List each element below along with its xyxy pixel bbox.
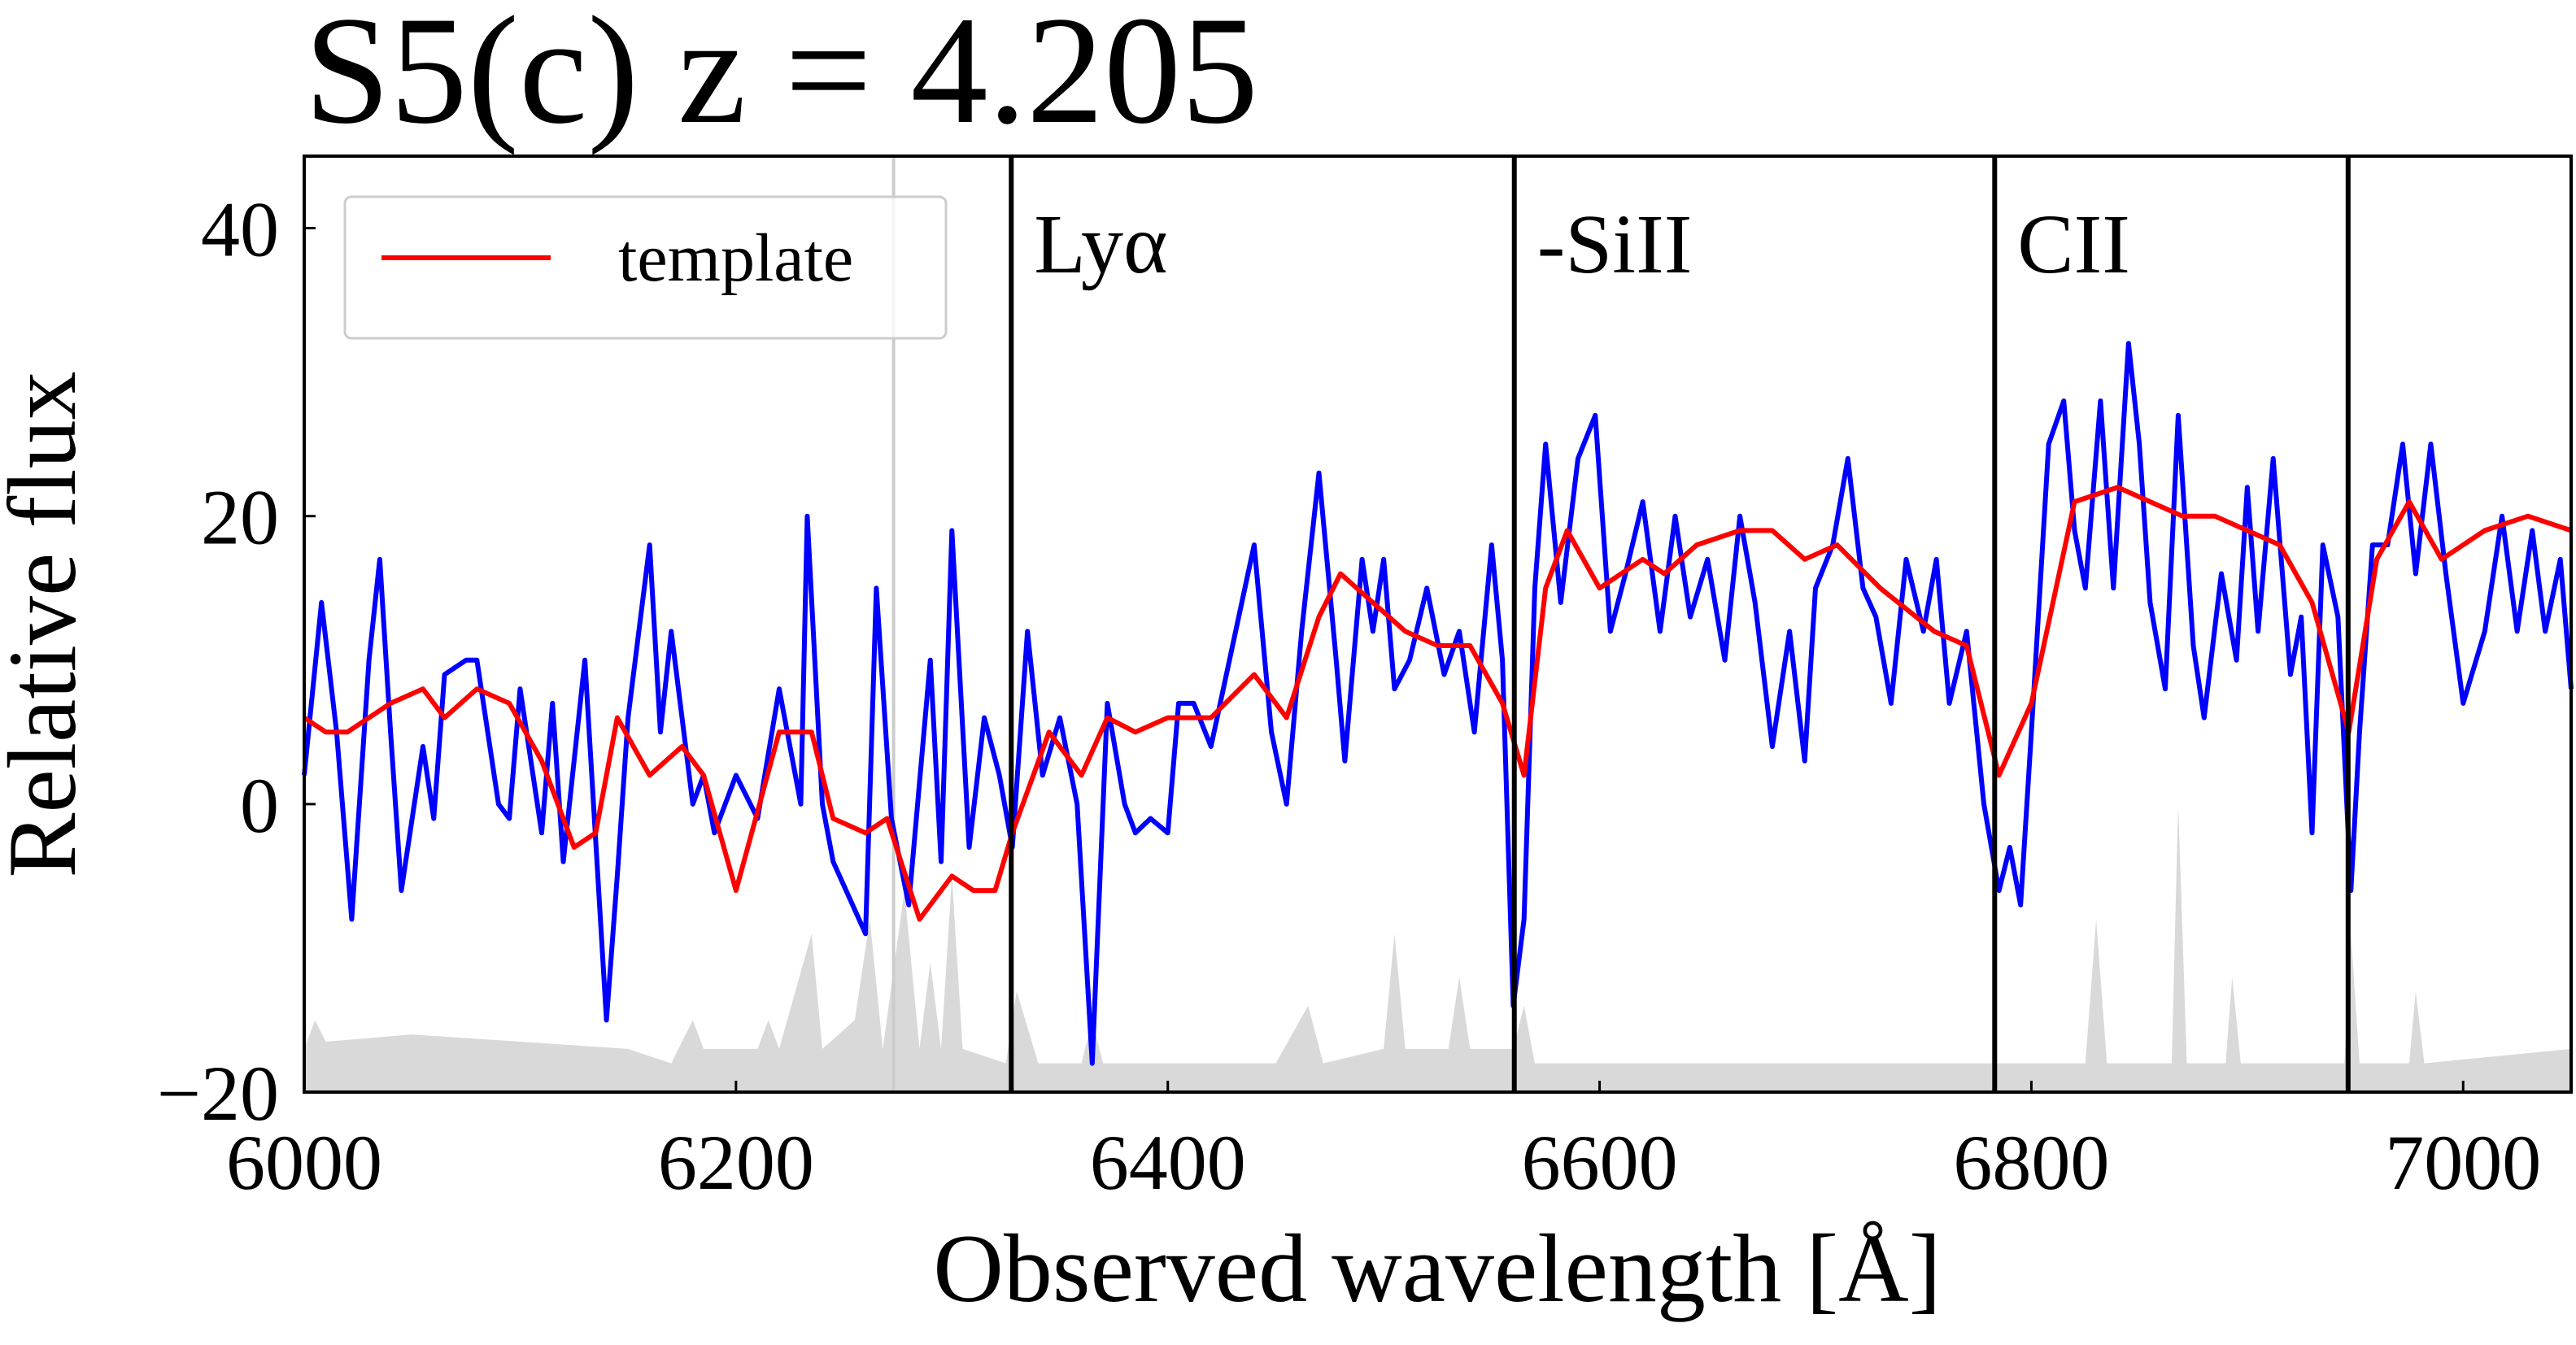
- series-line: [302, 341, 2574, 1066]
- x-axis-label: Observed wavelength [Å]: [933, 1214, 1942, 1322]
- feature-label: CII: [2017, 198, 2130, 291]
- y-tick-label: −20: [157, 1050, 279, 1137]
- series-line: [303, 485, 2572, 922]
- noise-area: [304, 803, 2571, 1092]
- y-tick-label: 0: [240, 762, 279, 849]
- x-tick-label: 6600: [1522, 1119, 1678, 1206]
- x-tick-label: 6000: [226, 1119, 382, 1206]
- chart-title: S5(c) z = 4.205: [304, 0, 1258, 156]
- legend-box: [343, 195, 948, 340]
- plot-frame: [303, 155, 2573, 1094]
- x-tick-label: 7000: [2385, 1119, 2541, 1206]
- x-tick-label: 6400: [1090, 1119, 1246, 1206]
- feature-label: -SiII: [1537, 198, 1693, 291]
- legend-label: template: [618, 220, 853, 296]
- y-tick-label: 40: [201, 186, 279, 273]
- x-tick-label: 6200: [658, 1119, 814, 1206]
- x-tick-label: 6800: [1953, 1119, 2109, 1206]
- feature-label: Lyα: [1034, 198, 1167, 291]
- y-axis-label: Relative flux: [0, 371, 96, 877]
- y-tick-label: 20: [201, 474, 279, 561]
